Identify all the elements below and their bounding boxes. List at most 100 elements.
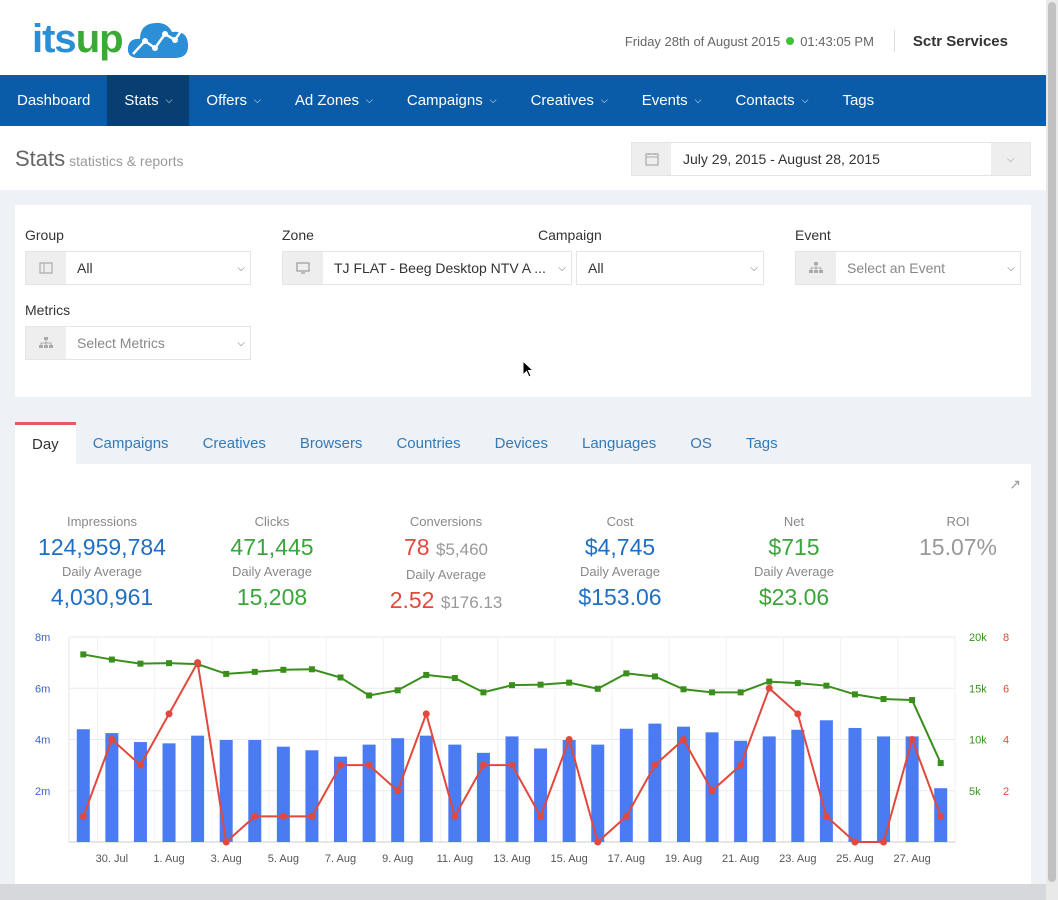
impressions-bar: [762, 736, 776, 842]
nav-item-tags[interactable]: Tags: [825, 75, 891, 126]
conversions-point: [622, 812, 630, 820]
stat-value: 124,959,784: [38, 534, 166, 560]
top-header: itsup Friday 28th of August 2015 01:43:0…: [0, 0, 1046, 75]
stat-avg-value: $23.06: [758, 584, 830, 610]
fullscreen-icon[interactable]: ↗: [1009, 476, 1021, 492]
stat-roi: ROI 15.07%: [871, 514, 1045, 564]
tab-creatives[interactable]: Creatives: [202, 435, 266, 452]
campaign-select-value: All: [588, 260, 604, 276]
metrics-label: Metrics: [25, 302, 71, 318]
impressions-bar: [848, 727, 862, 842]
tab-day[interactable]: Day: [15, 422, 76, 464]
nav-item-dashboard[interactable]: Dashboard: [0, 75, 107, 126]
conversions-point: [365, 761, 373, 769]
impressions-bar: [105, 733, 119, 842]
date-range-picker[interactable]: July 29, 2015 - August 28, 2015 ⌵: [631, 142, 1031, 176]
y-right-conversions-tick-label: 2: [1003, 786, 1009, 798]
clicks-point: [337, 674, 344, 681]
clicks-point: [280, 666, 287, 673]
clicks-point: [137, 660, 144, 667]
conversions-point: [337, 761, 345, 769]
nav-item-offers[interactable]: Offers ⌵: [189, 75, 277, 126]
clicks-point: [823, 682, 830, 689]
group-select-value: All: [77, 260, 93, 276]
chevron-down-icon: ⌵: [253, 95, 261, 105]
user-menu[interactable]: Sctr Services: [912, 32, 1008, 50]
zone-select-value: TJ FLAT - Beeg Desktop NTV A ...: [334, 260, 546, 276]
clicks-point: [851, 691, 858, 698]
group-label: Group: [25, 227, 64, 243]
conversions-point: [108, 736, 116, 743]
impressions-bar: [276, 746, 290, 842]
clicks-point: [594, 685, 601, 692]
clicks-point: [509, 682, 515, 689]
tab-devices[interactable]: Devices: [494, 435, 548, 452]
x-tick-label: 21. Aug: [722, 853, 759, 865]
nav-item-events[interactable]: Events ⌵: [625, 75, 719, 126]
current-time: 01:43:05 PM: [800, 33, 874, 49]
chevron-down-icon: ⌵: [165, 95, 173, 105]
x-tick-label: 17. Aug: [608, 853, 645, 865]
x-tick-label: 23. Aug: [779, 853, 816, 865]
scrollbar-thumb[interactable]: [1048, 2, 1056, 882]
conversions-point: [451, 812, 459, 820]
group-select[interactable]: All ⌵: [25, 251, 251, 285]
x-tick-label: 11. Aug: [437, 853, 474, 865]
conversions-point: [908, 736, 916, 743]
conversions-point: [308, 812, 316, 820]
conversions-point: [279, 812, 287, 820]
chevron-down-icon: ⌵: [366, 95, 373, 105]
nav-item-ad-zones[interactable]: Ad Zones ⌵: [278, 75, 390, 126]
filters-panel: Group All ⌵ Zone TJ FLAT - Beeg Desktop …: [15, 205, 1031, 397]
campaign-select[interactable]: All ⌵: [576, 251, 764, 285]
nav-item-contacts[interactable]: Contacts ⌵: [718, 75, 825, 126]
nav-item-label: Creatives: [530, 92, 594, 109]
stat-net: Net $715 Daily Average $23.06: [707, 514, 881, 614]
clicks-point: [737, 689, 744, 696]
tab-languages[interactable]: Languages: [582, 435, 657, 452]
tab-os[interactable]: OS: [690, 435, 712, 452]
itsup-logo[interactable]: itsup: [32, 14, 191, 64]
stat-label: Conversions: [409, 514, 483, 529]
conversions-point: [136, 761, 144, 769]
mouse-cursor-icon: [522, 360, 534, 378]
x-tick-label: 15. Aug: [550, 853, 587, 865]
conversions-point: [737, 761, 745, 769]
impressions-bar: [591, 744, 605, 842]
stat-avg-value: 4,030,961: [50, 584, 154, 610]
calendar-icon: [632, 143, 671, 175]
y-right-clicks-tick-label: 5k: [969, 786, 981, 798]
y-right-conversions-tick-label: 4: [1003, 735, 1009, 747]
nav-item-campaigns[interactable]: Campaigns ⌵: [390, 75, 514, 126]
nav-item-stats[interactable]: Stats ⌵: [107, 75, 190, 126]
clicks-point: [223, 670, 230, 677]
y-left-tick-label: 6m: [35, 683, 50, 695]
stat-avg-value: 15,208: [236, 584, 308, 610]
metrics-select[interactable]: Select Metrics ⌵: [25, 326, 251, 360]
zone-select[interactable]: TJ FLAT - Beeg Desktop NTV A ... ⌵: [282, 251, 572, 285]
event-label: Event: [795, 227, 831, 243]
tab-browsers[interactable]: Browsers: [299, 435, 363, 452]
stat-impressions: Impressions 124,959,784 Daily Average 4,…: [15, 514, 189, 614]
stat-avg-label: Daily Average: [580, 564, 660, 579]
y-left-tick-label: 8m: [35, 632, 50, 644]
stat-value: $4,745: [584, 534, 656, 560]
conversions-point: [880, 838, 888, 846]
nav-item-label: Contacts: [735, 92, 795, 109]
clicks-point: [108, 656, 115, 663]
nav-item-creatives[interactable]: Creatives ⌵: [514, 75, 625, 126]
tab-campaigns[interactable]: Campaigns: [92, 435, 169, 452]
impressions-bar: [162, 743, 176, 842]
event-select[interactable]: Select an Event ⌵: [795, 251, 1021, 285]
sitemap-icon: [26, 327, 66, 359]
tab-tags[interactable]: Tags: [745, 435, 778, 452]
tab-countries[interactable]: Countries: [396, 435, 461, 452]
y-right-conversions-tick-label: 8: [1003, 632, 1009, 644]
chevron-down-icon[interactable]: ⌵: [991, 143, 1030, 175]
conversions-point: [479, 761, 487, 769]
vertical-scrollbar[interactable]: [1046, 0, 1058, 900]
impressions-bar: [648, 723, 662, 842]
impressions-bar: [905, 736, 919, 842]
chevron-down-icon: ⌵: [1007, 262, 1015, 274]
chevron-down-icon: ⌵: [237, 337, 245, 349]
